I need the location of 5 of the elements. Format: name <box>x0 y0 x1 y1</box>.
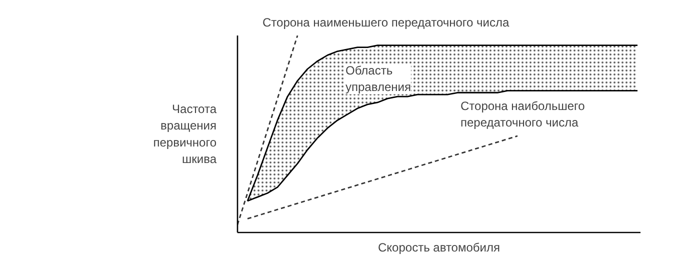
y-axis-title: Частота вращения первичного шкива <box>153 102 217 166</box>
x-axis-title: Скорость автомобиля <box>378 240 500 254</box>
annotation: Область управления <box>346 63 411 94</box>
annotation: Сторона наибольшего передаточного числа <box>460 98 586 130</box>
text: Сторона наименьшего передаточного числа <box>262 16 510 30</box>
